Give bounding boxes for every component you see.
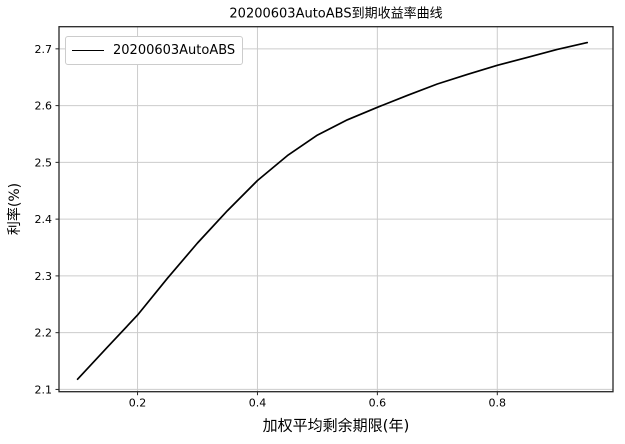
x-tick-label: 0.2 (129, 397, 147, 410)
y-tick-label: 2.1 (35, 383, 53, 396)
x-tick-label: 0.4 (249, 397, 267, 410)
y-tick-label: 2.5 (35, 156, 53, 169)
y-tick-label: 2.6 (35, 100, 53, 113)
y-tick-label: 2.4 (35, 213, 53, 226)
chart-title: 20200603AutoABS到期收益率曲线 (229, 6, 443, 22)
x-tick-label: 0.6 (369, 397, 387, 410)
y-tick-label: 2.3 (35, 270, 53, 283)
y-axis-label: 利率(%) (7, 182, 23, 236)
x-tick-label: 0.8 (489, 397, 507, 410)
legend-line-sample-icon (72, 50, 104, 51)
legend: 20200603AutoABS (65, 36, 243, 65)
x-axis-label: 加权平均剩余期限(年) (262, 416, 410, 435)
y-tick-label: 2.7 (35, 43, 53, 56)
y-tick-label: 2.2 (35, 327, 53, 340)
plot-border (58, 26, 614, 393)
legend-label: 20200603AutoABS (113, 43, 236, 58)
series-line (76, 41, 589, 381)
